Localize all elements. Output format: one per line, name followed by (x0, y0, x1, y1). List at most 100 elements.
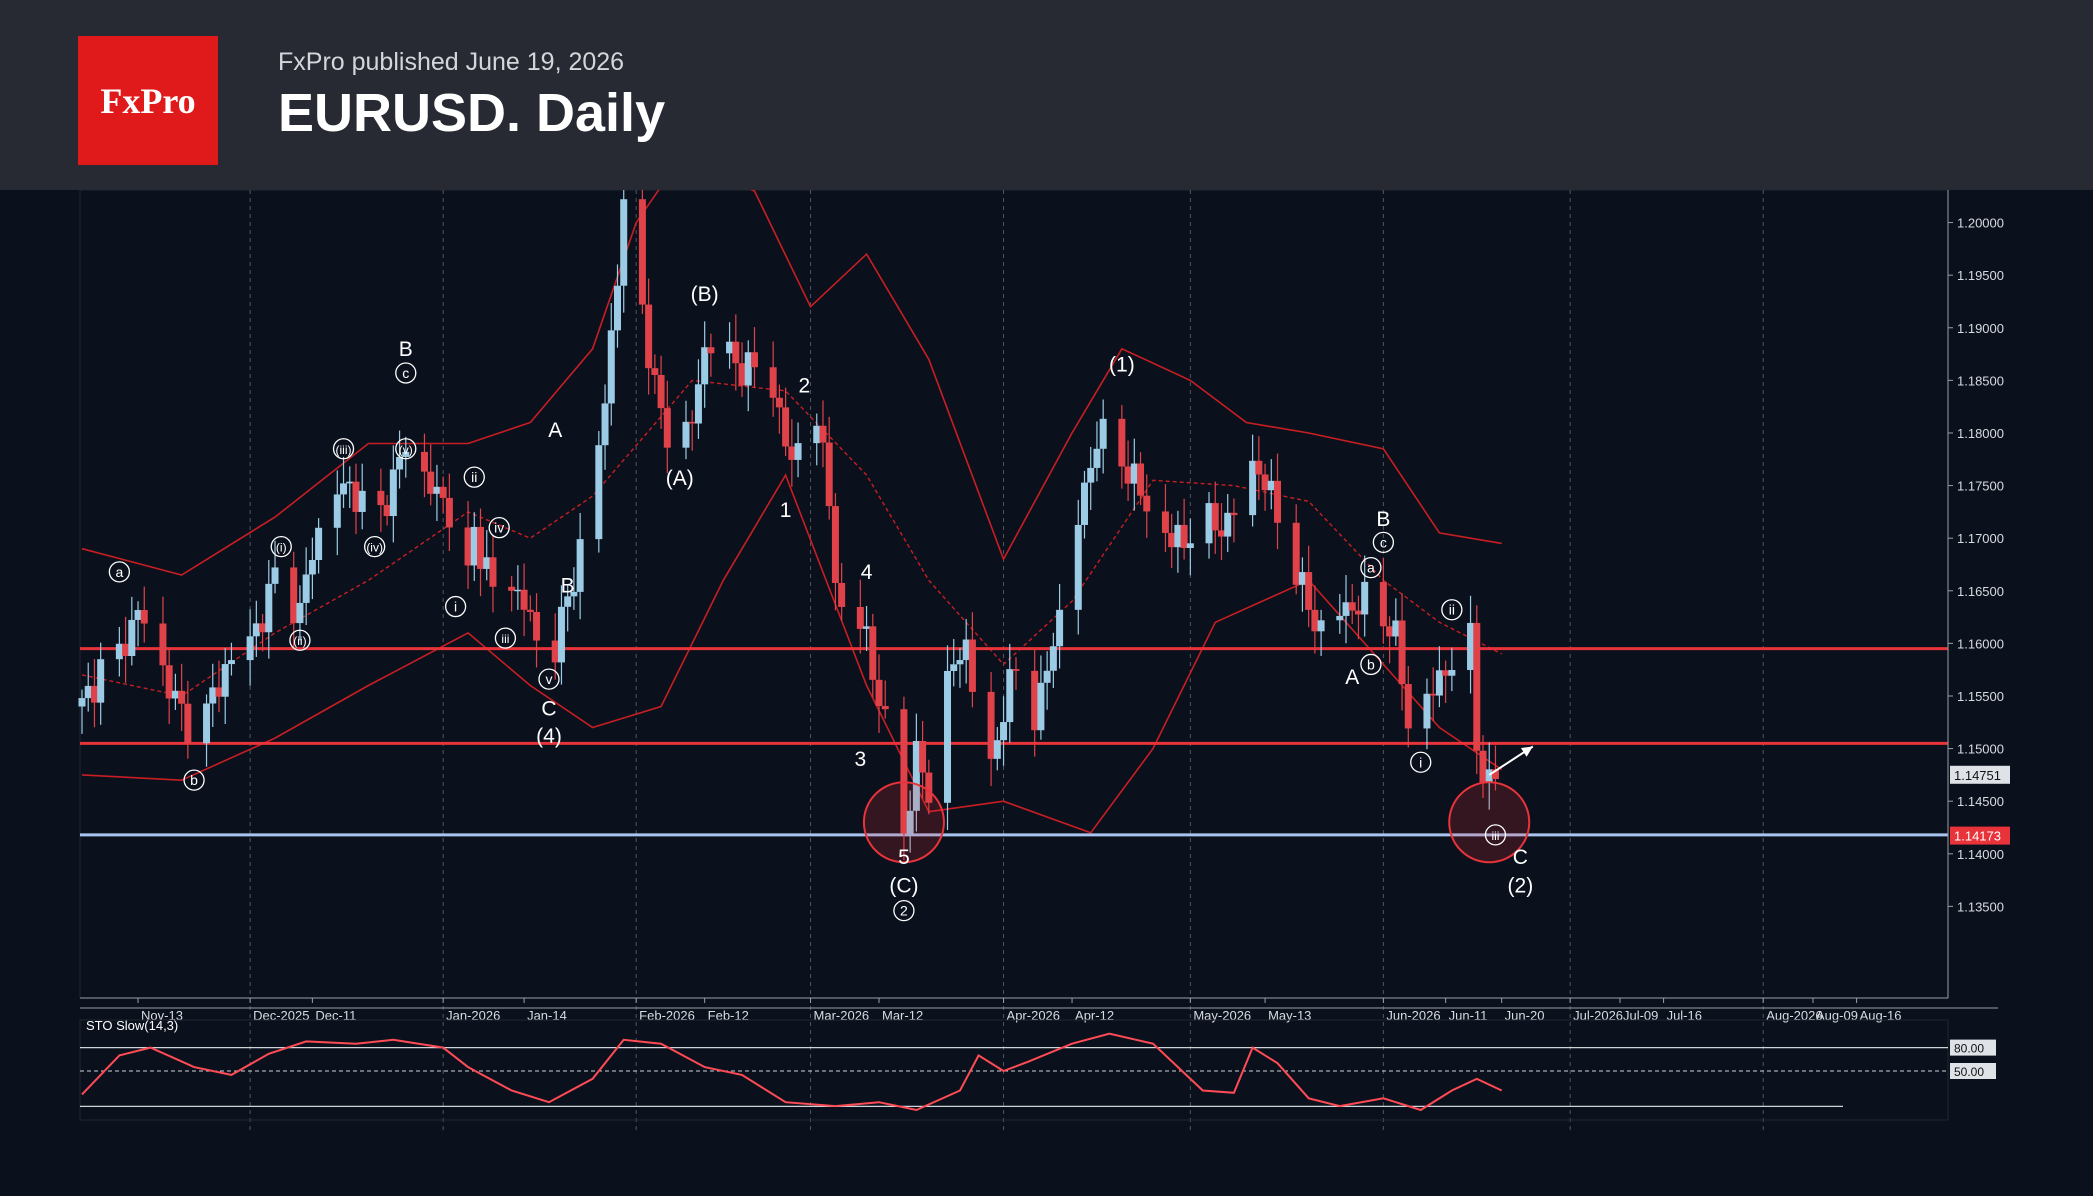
x-tick-label: Jan-14 (527, 1008, 567, 1023)
y-tick-label: 1.20000 (1957, 216, 2004, 231)
candle-body (794, 443, 802, 460)
candle-body (819, 425, 827, 443)
wave-label-circle (1410, 751, 1432, 773)
price-label: 1.14173 (1954, 829, 2001, 844)
candle-body (1392, 620, 1400, 637)
wave-label: 2 (900, 903, 908, 919)
stochastic-frame (79, 1019, 1949, 1121)
wave-label: b (190, 772, 198, 788)
candle-body (825, 442, 833, 507)
wave-label-circle (488, 517, 510, 539)
candle-body (1292, 522, 1300, 585)
wave-label: (i) (276, 541, 287, 555)
candle-body (439, 486, 447, 498)
candle-body (265, 583, 273, 633)
wave-label: 3 (854, 748, 866, 771)
candle-body (1224, 512, 1232, 537)
candle-body (788, 446, 796, 460)
candle-body (271, 567, 279, 584)
candle-body (396, 456, 404, 470)
candle-body (134, 610, 142, 620)
horizontal-lines (80, 647, 1948, 837)
level-label: 80.00 (1954, 1042, 1984, 1056)
wave-label: (4) (536, 725, 562, 748)
candle-body (1211, 503, 1219, 531)
candle-body (651, 368, 659, 375)
x-tick-label: Jun-2026 (1386, 1008, 1440, 1023)
candle-body (203, 703, 211, 744)
y-tick-label: 1.19000 (1957, 321, 2004, 336)
wave-label-circle (463, 466, 485, 488)
candle-body (1031, 670, 1039, 731)
x-tick-label: Jul-16 (1667, 1008, 1702, 1023)
stochastic-panel: STO Slow(14,3) 80.00 50.00 (79, 1007, 1998, 1121)
wave-label: 1 (780, 499, 792, 522)
candle-body (813, 425, 821, 444)
candle-body (863, 626, 871, 629)
candle-body (688, 421, 696, 424)
wave-label: 5 (898, 846, 910, 869)
candle-body (1361, 581, 1369, 615)
candle-body (557, 606, 565, 663)
candle-body (333, 494, 341, 528)
candle-body (576, 539, 584, 592)
candle-body (738, 363, 746, 386)
candle-body (1000, 722, 1008, 741)
candle-body (90, 685, 98, 703)
candle-body (1379, 581, 1387, 627)
candle-body (358, 490, 366, 512)
candle-body (968, 639, 976, 692)
candle-body (744, 352, 752, 386)
y-tick-label: 1.19500 (1957, 268, 2004, 283)
candle-body (613, 285, 621, 331)
y-tick-label: 1.15000 (1957, 742, 2004, 757)
candle-body (1467, 622, 1475, 671)
candle-body (171, 690, 179, 699)
wave-label: b (1367, 656, 1375, 672)
wave-label: (ii) (293, 634, 306, 648)
candle-body (919, 741, 927, 773)
wave-label: a (115, 564, 123, 580)
candle-body (1056, 609, 1064, 647)
candle-body (645, 304, 653, 369)
wave-label-circle (1441, 599, 1463, 621)
candle-body (707, 347, 715, 354)
level-label: 50.00 (1954, 1065, 1984, 1079)
x-tick-label: Feb-2026 (639, 1008, 695, 1023)
candle-body (726, 341, 734, 354)
candle-body (290, 567, 298, 624)
x-tick-label: Dec-11 (315, 1008, 356, 1023)
candle-body (925, 772, 933, 803)
y-tick-label: 1.16000 (1957, 636, 2004, 651)
time-axis: Nov-13 Dec-2025 Dec-11 Jan-2026 Jan-14 Feb-20… (80, 997, 1948, 1023)
candle-body (663, 408, 671, 448)
candle-body (514, 589, 522, 592)
wave-label: c (1380, 534, 1387, 550)
candle-body (1336, 615, 1344, 621)
candle-body (1043, 670, 1051, 683)
x-tick-label: Dec-2025 (253, 1008, 309, 1023)
candle-body (302, 574, 310, 603)
candle-body (869, 626, 877, 680)
candle-body (464, 527, 472, 566)
page-title: EURUSD. Daily (278, 83, 666, 143)
candle-body (526, 609, 534, 612)
y-tick-label: 1.16500 (1957, 584, 2004, 599)
x-tick-label: Mar-2026 (814, 1008, 870, 1023)
candle-body (1473, 622, 1481, 751)
candle-body (97, 659, 105, 703)
highlight-circle (862, 781, 945, 864)
candle-body (1479, 750, 1487, 783)
candle-body (750, 352, 758, 368)
candle-body (1143, 495, 1151, 512)
candle-body (122, 643, 130, 656)
highlight-circle (1448, 781, 1531, 864)
candle-body (1354, 610, 1362, 615)
bollinger-bands (81, 190, 1503, 834)
candle-body (1267, 480, 1275, 491)
candle-body (1386, 626, 1394, 637)
candle-body (433, 486, 441, 494)
x-tick-label: Apr-2026 (1007, 1008, 1060, 1023)
candle-body (1099, 418, 1107, 449)
wave-label: A (548, 419, 562, 442)
